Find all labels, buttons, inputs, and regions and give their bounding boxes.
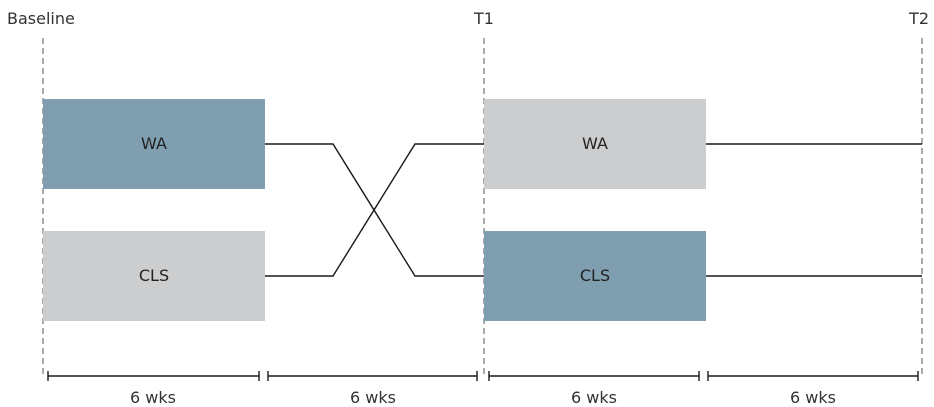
- duration-bar-4: [707, 371, 919, 381]
- timepoint-label-t2: T2: [908, 9, 929, 28]
- phase2-cls-box: [484, 231, 706, 321]
- phase2-wa-label: WA: [582, 134, 608, 153]
- duration-label-3: 6 wks: [571, 388, 617, 407]
- duration-label-2: 6 wks: [350, 388, 396, 407]
- duration-bar-3: [488, 371, 700, 381]
- duration-bar-2: [267, 371, 478, 381]
- phase1-cls-box: [43, 231, 265, 321]
- phase1-cls-label: CLS: [139, 266, 169, 285]
- duration-label-4: 6 wks: [790, 388, 836, 407]
- duration-bar-1: [47, 371, 260, 381]
- phase1-wa-label: WA: [141, 134, 167, 153]
- phase2-cls-label: CLS: [580, 266, 610, 285]
- phase2-wa-box: [484, 99, 706, 189]
- crossover-line-cls-to-wa: [265, 143, 484, 277]
- timepoint-label-baseline: Baseline: [7, 9, 75, 28]
- timepoint-label-t1: T1: [473, 9, 494, 28]
- duration-label-1: 6 wks: [130, 388, 176, 407]
- phase1-wa-box: [43, 99, 265, 189]
